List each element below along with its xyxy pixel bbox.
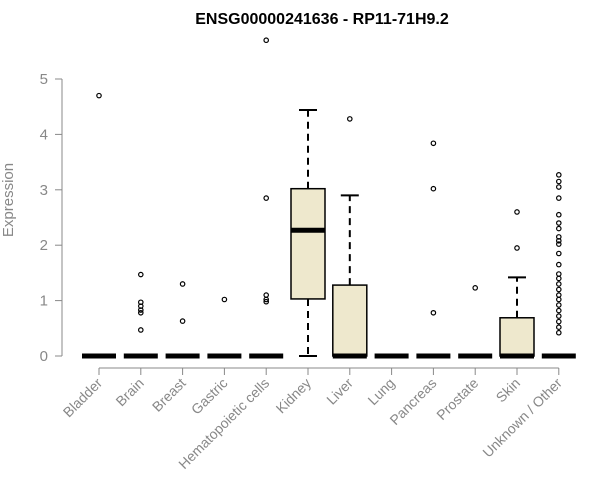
- x-tick-label: Liver: [323, 375, 356, 408]
- box-pancreas: [416, 140, 451, 359]
- outlier-point: [555, 296, 562, 303]
- outlier-point: [430, 140, 437, 147]
- x-tick-label: Breast: [149, 375, 189, 415]
- box-brain: [123, 271, 158, 359]
- outlier-point: [430, 185, 437, 192]
- outlier-point: [555, 237, 562, 244]
- outlier-point: [555, 184, 562, 190]
- y-tick-label: 5: [40, 71, 48, 88]
- outlier-point: [555, 318, 562, 325]
- x-tick-label: Skin: [493, 375, 524, 406]
- outlier-point: [555, 281, 562, 287]
- outlier-point: [263, 298, 270, 305]
- x-tick-label: Kidney: [273, 375, 315, 417]
- box-iqr: [332, 284, 368, 357]
- outlier-point: [555, 211, 562, 218]
- outlier-point: [138, 271, 144, 278]
- outlier-point: [555, 250, 562, 257]
- outlier-point: [555, 195, 562, 201]
- x-tick-label: Brain: [112, 375, 146, 409]
- outlier-point: [555, 271, 562, 277]
- outlier-point: [555, 172, 562, 178]
- outlier-point: [96, 92, 102, 99]
- outlier-point: [555, 324, 562, 330]
- outlier-point: [555, 275, 562, 282]
- outlier-point: [430, 309, 437, 316]
- outlier-point: [555, 286, 562, 293]
- x-tick-label: Lung: [364, 375, 397, 408]
- outlier-point: [179, 281, 186, 287]
- outlier-point: [555, 241, 562, 247]
- box-unknown-other: [541, 172, 576, 359]
- box-gastric: [207, 296, 242, 359]
- box-liver: [332, 116, 368, 359]
- outlier-point: [221, 296, 228, 303]
- y-axis: 0 1 2 3 4 5: [40, 71, 63, 365]
- outlier-point: [514, 209, 520, 215]
- y-tick-label: 4: [40, 126, 48, 143]
- y-tick-label: 1: [40, 293, 48, 310]
- box-iqr: [290, 187, 326, 300]
- outlier-point: [138, 309, 144, 316]
- box-bladder: [82, 92, 116, 359]
- box-breast: [165, 281, 200, 359]
- box-skin: [499, 209, 535, 359]
- outlier-point: [138, 307, 144, 313]
- box-iqr: [499, 317, 535, 357]
- chart-title: ENSG00000241636 - RP11-71H9.2: [195, 11, 449, 28]
- box-prostate: [458, 285, 493, 359]
- y-axis-label: Expression: [0, 163, 17, 237]
- outlier-point: [555, 302, 562, 308]
- outlier-point: [555, 220, 562, 226]
- outlier-point: [263, 195, 270, 201]
- outlier-point: [179, 318, 186, 324]
- outlier-point: [555, 261, 562, 268]
- y-tick-label: 2: [40, 237, 48, 254]
- x-tick-label: Unknown / Other: [479, 375, 565, 461]
- outlier-point: [555, 292, 562, 298]
- outlier-point: [263, 37, 270, 44]
- outlier-point: [138, 327, 144, 333]
- outlier-point: [346, 116, 353, 122]
- x-tick-label: Prostate: [433, 375, 481, 423]
- outlier-point: [263, 292, 270, 298]
- outlier-point: [555, 313, 562, 319]
- box-kidney: [290, 109, 326, 357]
- outlier-point: [514, 245, 520, 251]
- y-tick-label: 3: [40, 182, 48, 199]
- box-hematopoietic-cells: [249, 37, 284, 359]
- y-tick-label: 0: [40, 348, 48, 365]
- outlier-point: [472, 285, 479, 291]
- outlier-point: [555, 329, 562, 336]
- outlier-point: [555, 307, 562, 314]
- x-tick-label: Bladder: [60, 375, 106, 421]
- box-series: [82, 37, 576, 359]
- outlier-point: [263, 296, 270, 303]
- outlier-point: [555, 225, 562, 232]
- outlier-point: [555, 178, 562, 185]
